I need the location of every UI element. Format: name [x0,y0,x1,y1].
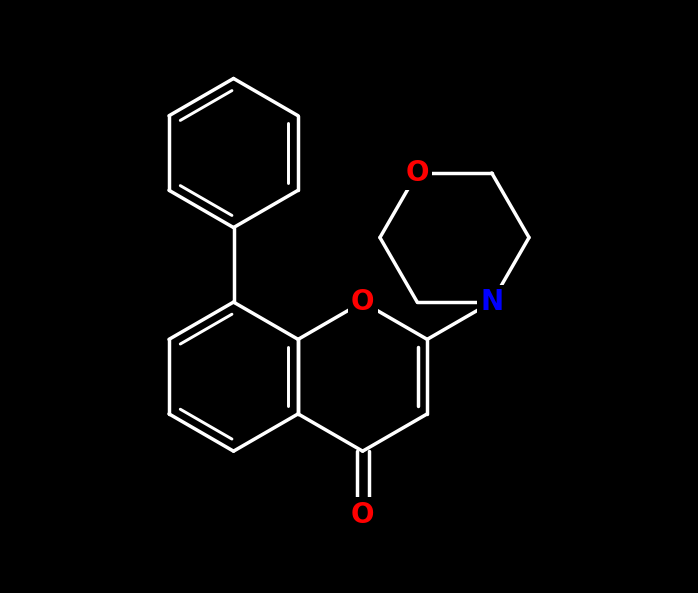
Text: O: O [406,159,429,187]
Text: O: O [351,500,374,528]
Text: O: O [351,288,374,316]
Text: N: N [480,288,503,316]
